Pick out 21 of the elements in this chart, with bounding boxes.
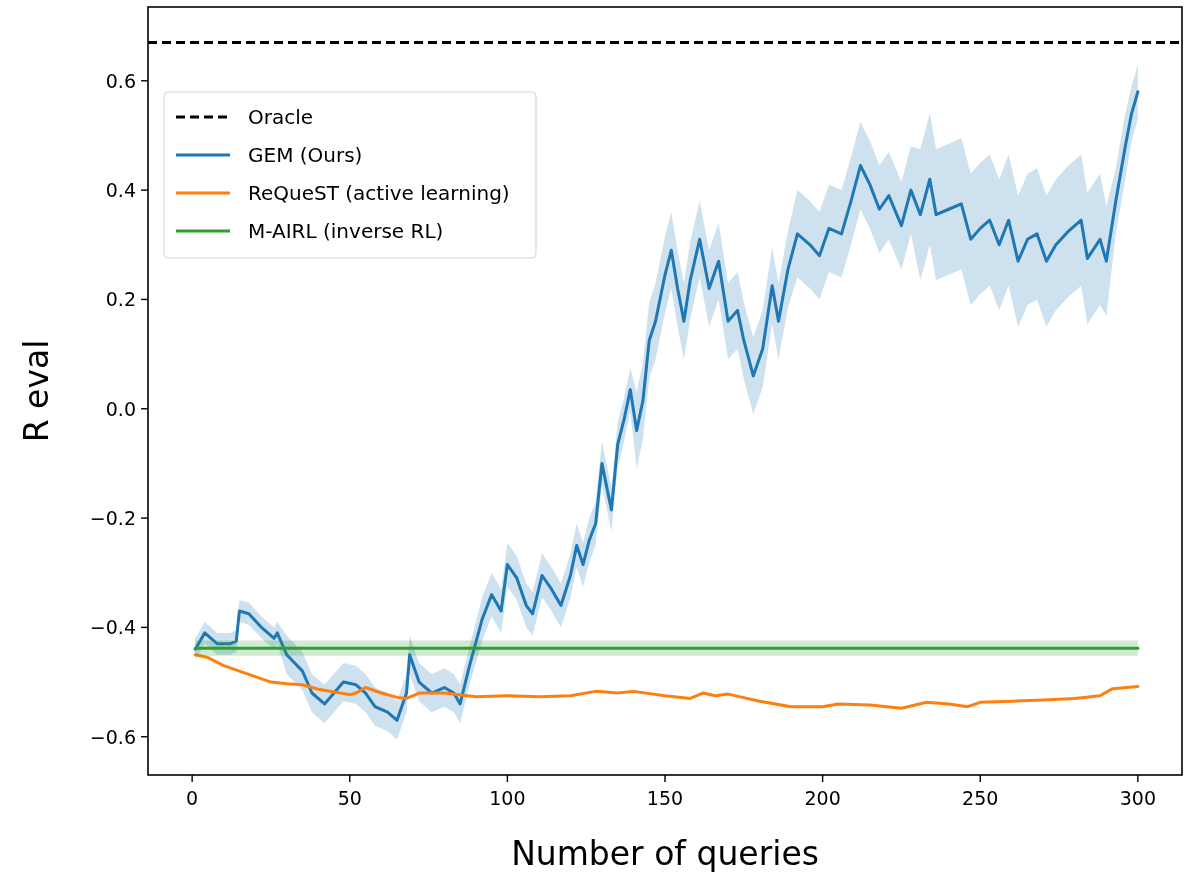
y-axis-title: R eval <box>17 339 56 443</box>
x-tick-label: 0 <box>186 787 199 809</box>
x-tick-label: 50 <box>337 787 362 809</box>
line-series <box>193 653 1140 710</box>
x-tick-label: 300 <box>1119 787 1156 809</box>
legend-label: M-AIRL (inverse RL) <box>248 219 444 243</box>
y-tick-label: −0.2 <box>89 507 136 530</box>
legend-label: GEM (Ours) <box>248 143 363 167</box>
legend-label: Oracle <box>248 105 314 129</box>
x-tick-label: 100 <box>489 787 526 809</box>
x-tick-label: 150 <box>646 787 684 809</box>
y-tick-label: 0.6 <box>105 69 136 92</box>
x-axis-title: Number of queries <box>511 834 819 873</box>
legend-label: ReQueST (active learning) <box>248 181 510 205</box>
y-tick-label: 0.4 <box>105 179 136 202</box>
x-tick-label: 200 <box>804 787 841 809</box>
y-tick-label: 0.2 <box>105 288 136 311</box>
y-tick-label: 0.0 <box>105 397 136 420</box>
x-tick-label: 250 <box>962 787 999 809</box>
y-tick-label: −0.6 <box>89 725 136 748</box>
y-tick-label: −0.4 <box>89 616 136 639</box>
